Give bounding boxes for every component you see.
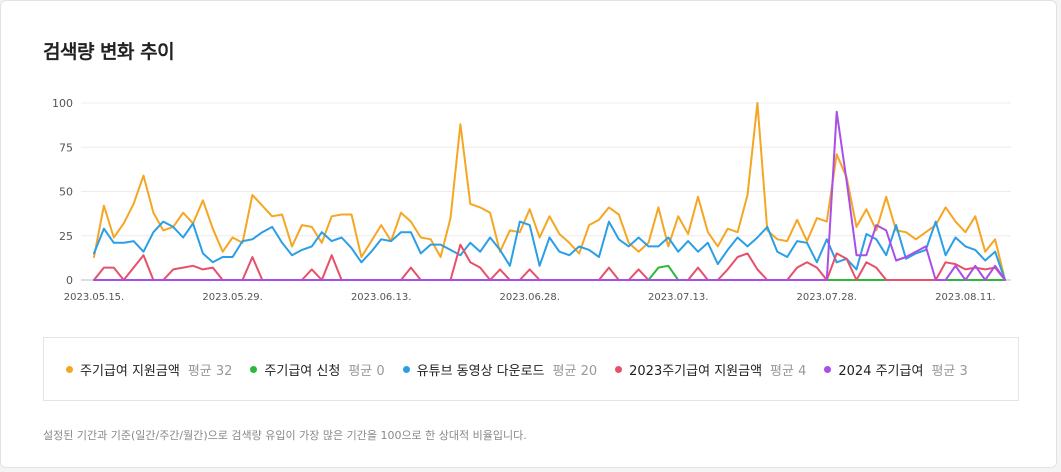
x-tick-label: 2023.07.13. (648, 292, 708, 303)
legend-average: 평균 4 (770, 363, 807, 379)
chart-title: 검색량 변화 추이 (43, 41, 175, 63)
x-tick-label: 2023.05.29. (202, 292, 262, 303)
legend-item[interactable]: 유튜브 동영상 다운로드 평균 20 (402, 360, 598, 379)
y-tick-label: 0 (66, 274, 73, 287)
x-tick-label: 2023.08.11. (935, 292, 995, 303)
legend-dot-icon (824, 365, 832, 373)
legend-average: 평균 0 (348, 363, 385, 379)
x-tick-label: 2023.05.15. (64, 292, 124, 303)
y-tick-label: 50 (59, 186, 73, 199)
x-tick-label: 2023.07.28. (797, 292, 857, 303)
x-tick-label: 2023.06.13. (351, 292, 411, 303)
legend-item[interactable]: 주기급여 신청 평균 0 (250, 360, 385, 379)
series-line (93, 264, 1006, 281)
series-line (93, 220, 1006, 281)
legend-item[interactable]: 2023주기급여 지원금액 평균 4 (615, 360, 806, 379)
legend-average: 평균 32 (187, 363, 233, 379)
legend-average: 평균 3 (931, 363, 968, 379)
line-chart: 0 25 50 75 100 2023.05.15. 2023.05.29. 2023.06.… (52, 97, 1011, 303)
series-line (93, 102, 1006, 281)
y-tick-label: 25 (59, 230, 73, 243)
legend-dot-icon (66, 365, 73, 373)
x-tick-label: 2023.06.28. (499, 292, 559, 303)
legend-label: 2024 주기급여 (838, 363, 924, 379)
legend-label: 유튜브 동영상 다운로드 (416, 363, 545, 379)
footnote: 설정된 기간과 기준(일간/주간/월간)으로 검색량 유입이 가장 많은 기간을… (43, 429, 527, 442)
legend-item[interactable]: 주기급여 지원금액 평균 32 (66, 360, 232, 379)
legend-dot-icon (250, 365, 258, 373)
legend-dot-icon (615, 365, 623, 373)
series-line (93, 110, 1006, 281)
legend-label: 주기급여 지원금액 (80, 363, 180, 379)
legend-average: 평균 20 (552, 363, 598, 379)
chart-legend: 주기급여 지원금액 평균 32 주기급여 신청 평균 0 유튜브 동영상 다운로드 평균 … (43, 337, 1019, 401)
legend-label: 2023주기급여 지원금액 (629, 363, 763, 379)
legend-label: 주기급여 신청 (264, 363, 341, 379)
y-tick-label: 100 (52, 97, 73, 110)
y-tick-label: 75 (59, 141, 73, 154)
legend-item[interactable]: 2024 주기급여 평균 3 (824, 360, 968, 379)
legend-dot-icon (402, 365, 410, 373)
